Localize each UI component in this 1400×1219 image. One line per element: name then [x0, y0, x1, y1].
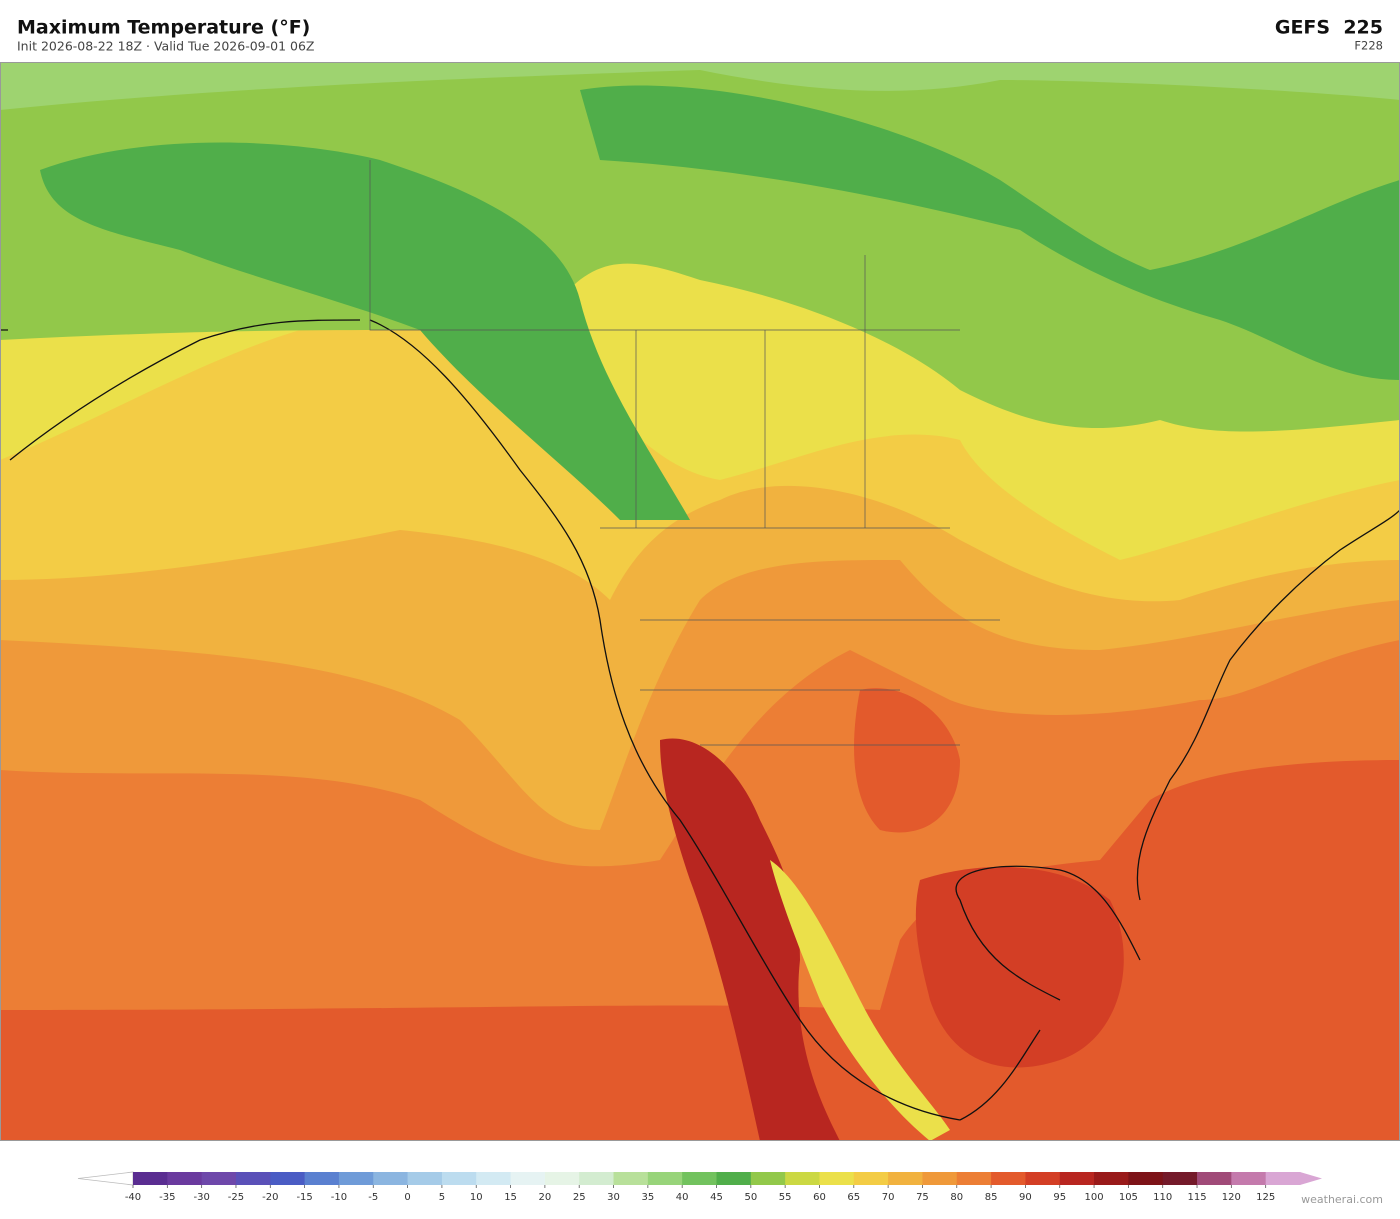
tick-label: -5 [368, 1192, 378, 1203]
color-bin [750, 1172, 786, 1185]
field-60-mexico [770, 860, 950, 1141]
tick-label: 15 [504, 1192, 517, 1203]
tick-label: 35 [641, 1192, 654, 1203]
colorbar-under [77, 1171, 134, 1186]
field-85-plains [854, 688, 960, 833]
color-bin [785, 1172, 820, 1185]
color-bin [167, 1172, 203, 1185]
tick-label: 105 [1119, 1192, 1138, 1203]
color-bin [1025, 1172, 1061, 1185]
field-arctic [0, 62, 1400, 110]
tick-label: 100 [1085, 1192, 1104, 1203]
borders [369, 160, 1000, 746]
tick-label: 65 [847, 1192, 860, 1203]
color-bin [1128, 1172, 1164, 1185]
tick-label: 30 [607, 1192, 620, 1203]
color-bin [407, 1172, 443, 1185]
color-bin [682, 1172, 717, 1185]
color-bin [1162, 1172, 1198, 1185]
tick-label: -40 [125, 1192, 141, 1203]
color-bin [441, 1172, 477, 1185]
field-45-north [580, 85, 1400, 380]
subtitle: Init 2026-08-22 18Z · Valid Tue 2026-09-… [17, 39, 314, 54]
title: Maximum Temperature (°F) [17, 17, 310, 39]
forecast-hour: F228 [1354, 39, 1383, 53]
tick-label: 10 [470, 1192, 483, 1203]
tick-label: 25 [573, 1192, 586, 1203]
field-90-gulf [915, 866, 1124, 1068]
tick-label: 75 [916, 1192, 929, 1203]
tick-label: -35 [159, 1192, 175, 1203]
tick-label: 95 [1053, 1192, 1066, 1203]
tick-label: 55 [779, 1192, 792, 1203]
color-bin [991, 1172, 1026, 1185]
color-bin [544, 1172, 580, 1185]
tick-label: 125 [1256, 1192, 1275, 1203]
color-bin [922, 1172, 958, 1185]
color-bin [235, 1172, 271, 1185]
tick-label: 80 [950, 1192, 963, 1203]
colorbar: -40 -35 -30 -25 -20 -15 -10 -5 0 5 10 15 20 25 30 35 40 4… [77, 1171, 1322, 1203]
tick-label: 5 [439, 1192, 445, 1203]
tick-label: 85 [985, 1192, 998, 1203]
tick-label: -25 [228, 1192, 244, 1203]
color-bin [133, 1172, 168, 1185]
tick-label: 110 [1153, 1192, 1172, 1203]
color-bin [956, 1172, 992, 1185]
color-bin [579, 1172, 615, 1185]
credit: weatherai.com [1301, 1193, 1383, 1206]
tick-label: 90 [1019, 1192, 1032, 1203]
map [0, 62, 1400, 1141]
color-bin [510, 1172, 546, 1185]
model-label: GEFS 225 [1275, 17, 1383, 39]
color-bin [613, 1172, 649, 1185]
tick-label: -15 [296, 1192, 312, 1203]
color-bin [1231, 1172, 1267, 1185]
tick-label: 50 [744, 1192, 757, 1203]
tick-label: 70 [882, 1192, 895, 1203]
color-bin [338, 1172, 374, 1185]
color-bin [853, 1172, 889, 1185]
tick-label: -20 [262, 1192, 278, 1203]
coastline [0, 319, 1400, 1121]
field-95-sw [660, 738, 840, 1141]
color-bin [373, 1172, 409, 1185]
tick-label: 60 [813, 1192, 826, 1203]
color-bin [476, 1172, 512, 1185]
colorbar-over [1300, 1172, 1322, 1185]
color-bin [1059, 1172, 1095, 1185]
color-bin [304, 1172, 340, 1185]
field-45-west [40, 142, 690, 520]
color-bin [716, 1172, 752, 1185]
color-bin [1094, 1172, 1129, 1185]
color-bin [819, 1172, 855, 1185]
tick-label: -10 [331, 1192, 347, 1203]
tick-label: 115 [1187, 1192, 1206, 1203]
tick-label: 45 [710, 1192, 723, 1203]
tick-label: 0 [404, 1192, 410, 1203]
tick-label: -30 [193, 1192, 209, 1203]
color-bin [888, 1172, 923, 1185]
tick-label: 40 [676, 1192, 689, 1203]
tick-label: 120 [1222, 1192, 1241, 1203]
color-bin [201, 1172, 237, 1185]
color-bin [1265, 1172, 1301, 1185]
color-bin [647, 1172, 683, 1185]
color-bin [1197, 1172, 1232, 1185]
tick-label: 20 [539, 1192, 552, 1203]
color-bin [270, 1172, 306, 1185]
